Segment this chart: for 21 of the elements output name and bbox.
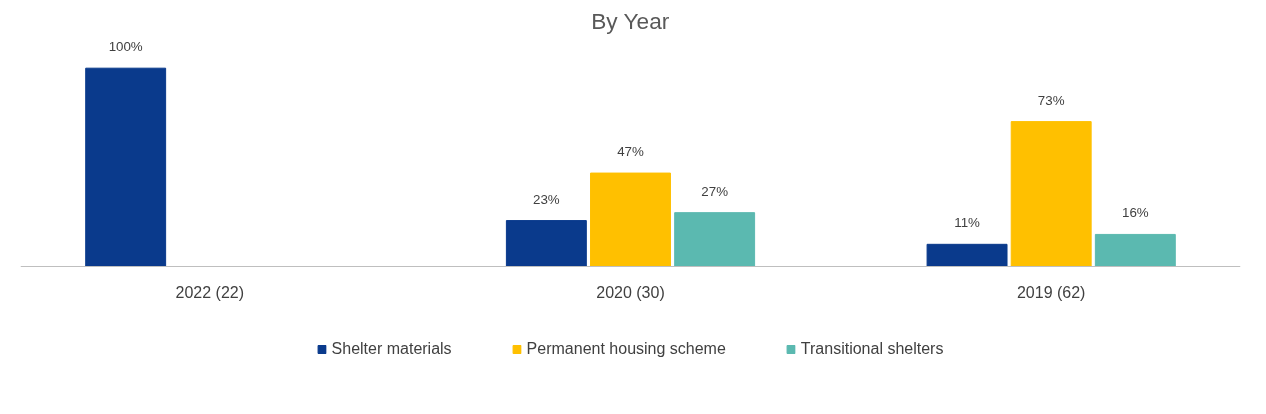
bar bbox=[590, 172, 671, 267]
data-label: 27% bbox=[701, 183, 729, 199]
data-label: 47% bbox=[617, 144, 644, 160]
bar bbox=[85, 67, 167, 267]
bar bbox=[926, 243, 1008, 267]
data-label: 73% bbox=[1037, 92, 1065, 108]
bar bbox=[1010, 121, 1092, 267]
legend-label: Transitional shelters bbox=[800, 340, 944, 358]
x-tick-label: 2022 (22) bbox=[175, 284, 245, 302]
x-tick-label: 2020 (30) bbox=[596, 284, 665, 302]
data-label: 23% bbox=[533, 191, 560, 207]
data-label: 16% bbox=[1121, 205, 1149, 221]
bar bbox=[674, 212, 756, 267]
legend-label: Shelter materials bbox=[331, 340, 452, 358]
data-label: 11% bbox=[954, 215, 981, 231]
bar bbox=[1094, 233, 1176, 267]
legend-label: Permanent housing scheme bbox=[526, 340, 726, 358]
bar bbox=[505, 220, 587, 267]
data-label: 100% bbox=[108, 39, 143, 55]
x-tick-label: 2019 (62) bbox=[1016, 284, 1086, 302]
chart-title: By Year bbox=[591, 7, 670, 34]
